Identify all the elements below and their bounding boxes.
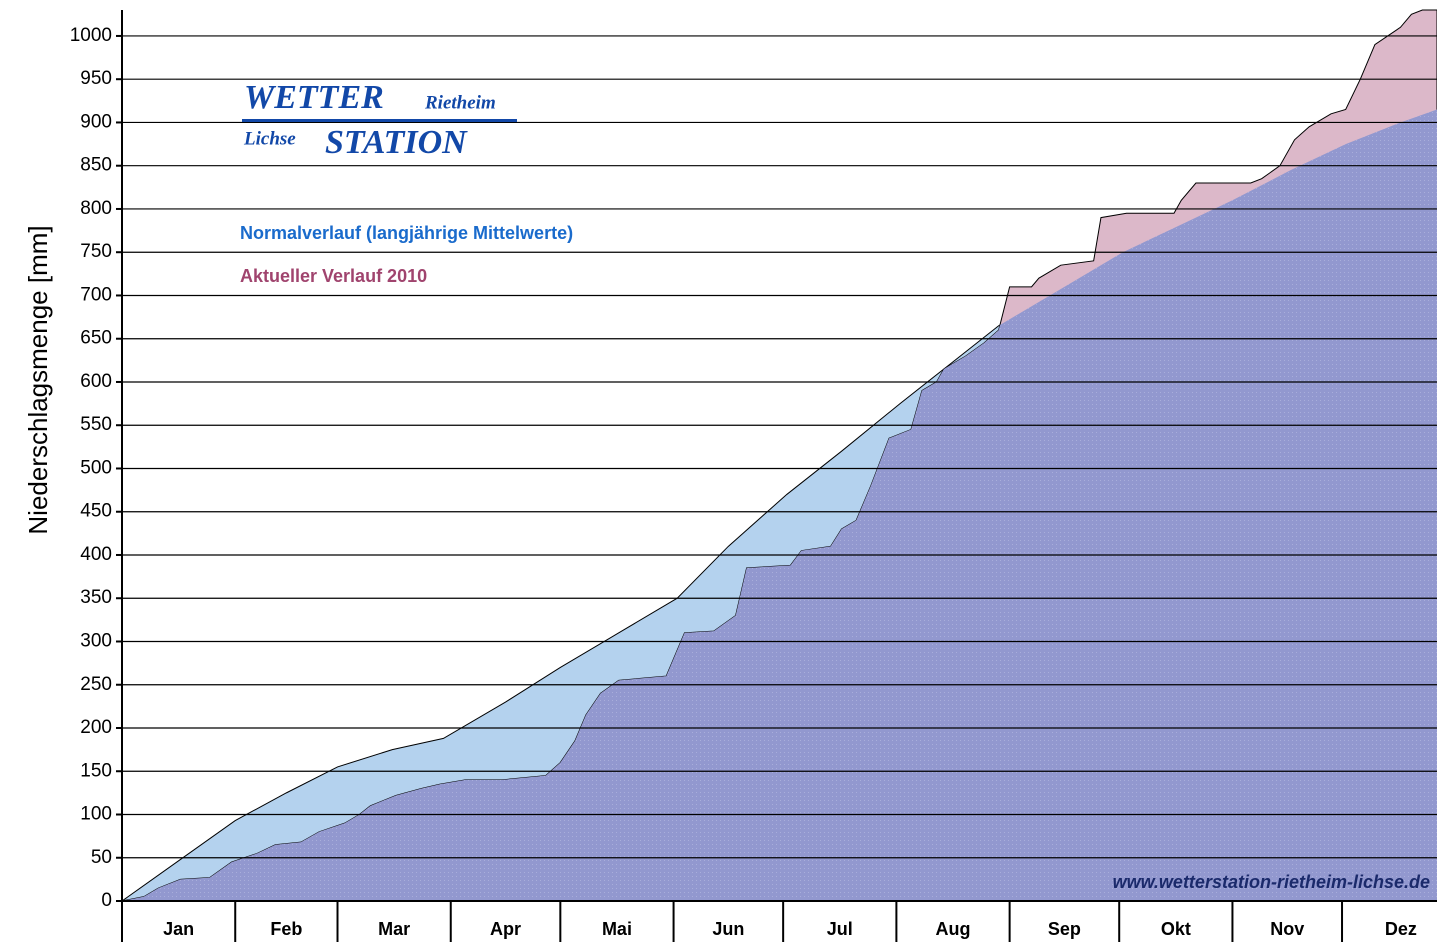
- y-axis-label: Niederschlagsmenge [mm]: [23, 225, 53, 534]
- y-tick-label: 500: [80, 457, 112, 478]
- y-tick-label: 550: [80, 414, 112, 435]
- y-tick-label: 800: [80, 198, 112, 219]
- x-tick-label: Jun: [712, 919, 744, 939]
- plot-areas: [120, 9, 1437, 902]
- y-tick-label: 1000: [70, 25, 112, 46]
- y-tick-label: 750: [80, 241, 112, 262]
- y-tick-label: 300: [80, 631, 112, 652]
- y-tick-label: 100: [80, 804, 112, 825]
- logo: WETTER Rietheim Lichse STATION: [242, 79, 517, 161]
- logo-text: Lichse: [243, 128, 296, 149]
- watermark: www.wetterstation-rietheim-lichse.de: [1113, 872, 1430, 892]
- y-tick-label: 250: [80, 674, 112, 695]
- y-tick-label: 650: [80, 328, 112, 349]
- legend-entry: Aktueller Verlauf 2010: [240, 266, 427, 286]
- legend-entry: Normalverlauf (langjährige Mittelwerte): [240, 223, 573, 243]
- logo-text: STATION: [325, 124, 468, 161]
- x-tick-label: Aug: [936, 919, 971, 939]
- x-tick-label: Nov: [1270, 919, 1304, 939]
- y-tick-label: 850: [80, 155, 112, 176]
- y-tick-label: 200: [80, 717, 112, 738]
- x-tick-label: Mai: [602, 919, 632, 939]
- x-tick-label: Jan: [163, 919, 194, 939]
- y-tick-label: 700: [80, 284, 112, 305]
- logo-text: WETTER: [244, 79, 384, 116]
- axes: 0 50 100 150 200 250 300 350 400 450 500 550 600 650 7…: [70, 10, 1437, 942]
- y-tick-label: 950: [80, 68, 112, 89]
- x-tick-label: Dez: [1385, 919, 1417, 939]
- x-tick-label: Jul: [827, 919, 853, 939]
- y-tick-label: 600: [80, 371, 112, 392]
- x-tick-label: Feb: [270, 919, 302, 939]
- x-tick-label: Mar: [378, 919, 410, 939]
- y-tick-label: 150: [80, 760, 112, 781]
- y-tick-label: 350: [80, 587, 112, 608]
- x-tick-label: Sep: [1048, 919, 1081, 939]
- x-tick-label: Apr: [490, 919, 521, 939]
- y-tick-label: 400: [80, 544, 112, 565]
- logo-rule: [242, 119, 517, 122]
- y-tick-label: 900: [80, 111, 112, 132]
- x-tick-label: Okt: [1161, 919, 1191, 939]
- y-tick-label: 450: [80, 501, 112, 522]
- y-tick-label: 0: [101, 890, 112, 911]
- logo-text: Rietheim: [424, 92, 496, 113]
- y-tick-label: 50: [91, 847, 112, 868]
